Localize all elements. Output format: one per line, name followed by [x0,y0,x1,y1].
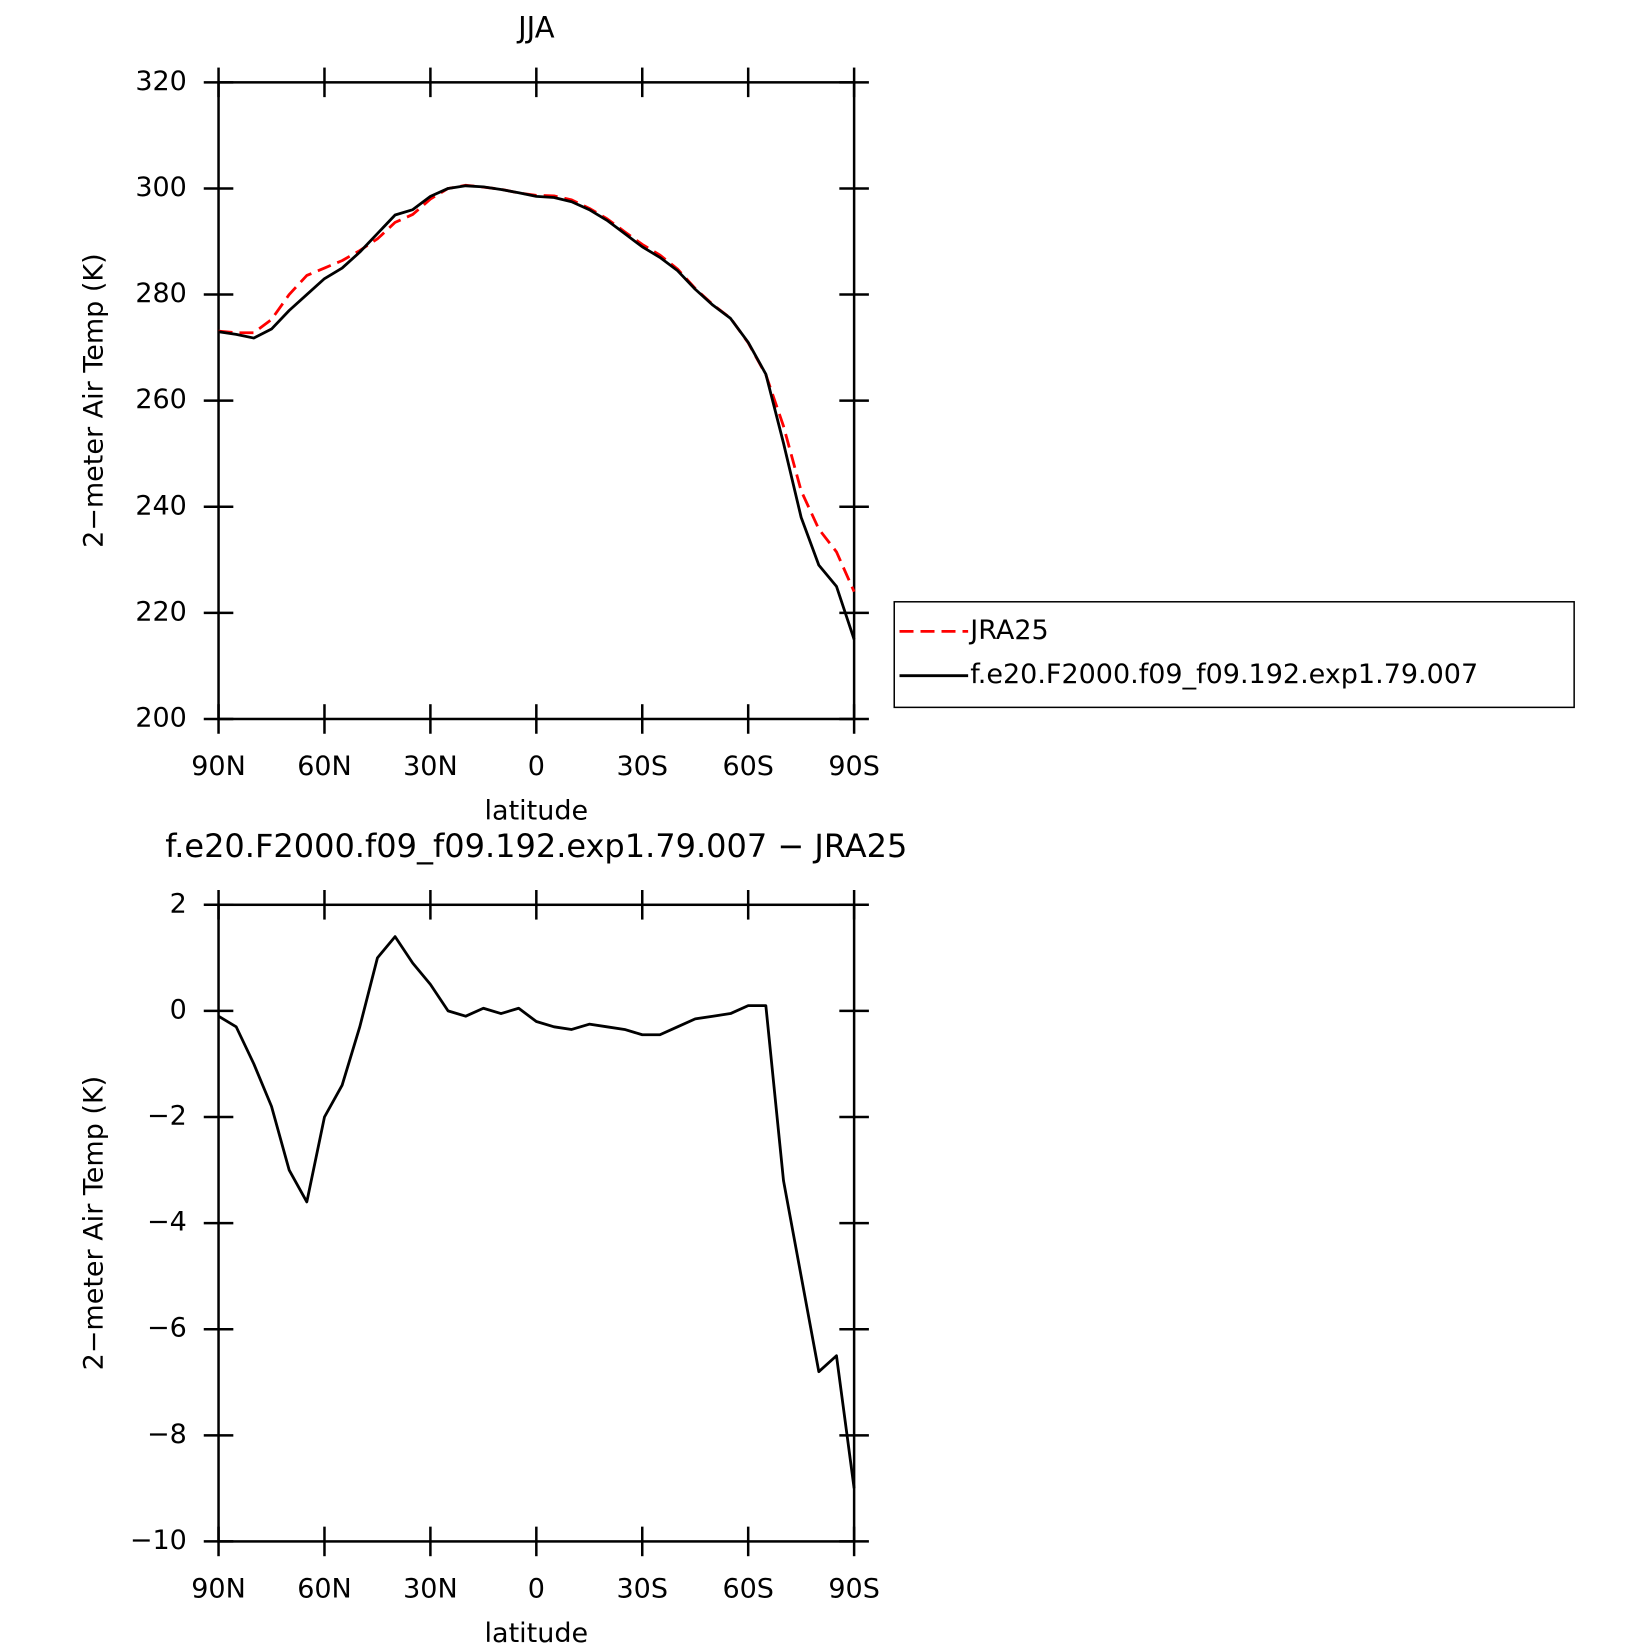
x-tick-label: 60N [297,751,352,782]
x-tick-label: 60S [722,1573,774,1604]
line-series [217,935,856,1489]
legend-label: f.e20.F2000.f09_f09.192.exp1.79.007 [970,659,1478,690]
plot-frame [217,903,856,1543]
x-tick-label: 60S [722,751,774,782]
y-tick-label: −8 [147,1419,187,1450]
y-tick-label: 2 [170,888,187,919]
x-tick-label: 0 [528,1573,545,1604]
line-series [218,184,856,640]
x-tick-label: 90N [191,751,246,782]
chart-title: f.e20.F2000.f09_f09.192.exp1.79.007 − JR… [165,827,907,865]
legend-box [893,601,1575,709]
y-tick-label: −6 [147,1313,187,1344]
x-axis-label: latitude [485,1618,589,1647]
x-tick-label: 30N [403,751,458,782]
x-tick-label: 0 [528,751,545,782]
x-tick-label: 30S [617,751,669,782]
x-tick-label: 60N [297,1573,352,1604]
plot-frame [217,81,856,721]
y-tick-label: −4 [147,1207,187,1238]
y-tick-label: 200 [135,702,187,733]
y-tick-label: −10 [130,1525,187,1556]
legend-label: JRA25 [968,615,1048,646]
x-tick-label: 30S [617,1573,669,1604]
chart-title: JJA [516,11,555,45]
y-tick-label: 300 [135,172,187,203]
x-tick-label: 90N [191,1573,246,1604]
y-tick-label: −2 [147,1101,187,1132]
y-axis-label: 2−meter Air Temp (K) [79,253,110,548]
y-tick-label: 280 [135,278,187,309]
x-axis-label: latitude [485,795,589,826]
y-tick-label: 220 [135,596,187,627]
line-series [218,183,856,593]
x-tick-label: 30N [403,1573,458,1604]
x-tick-label: 90S [828,751,880,782]
y-tick-label: 320 [135,66,187,97]
y-tick-label: 260 [135,384,187,415]
x-tick-label: 90S [828,1573,880,1604]
y-tick-label: 0 [170,994,187,1025]
y-axis-label: 2−meter Air Temp (K) [79,1076,110,1371]
y-tick-label: 240 [135,490,187,521]
